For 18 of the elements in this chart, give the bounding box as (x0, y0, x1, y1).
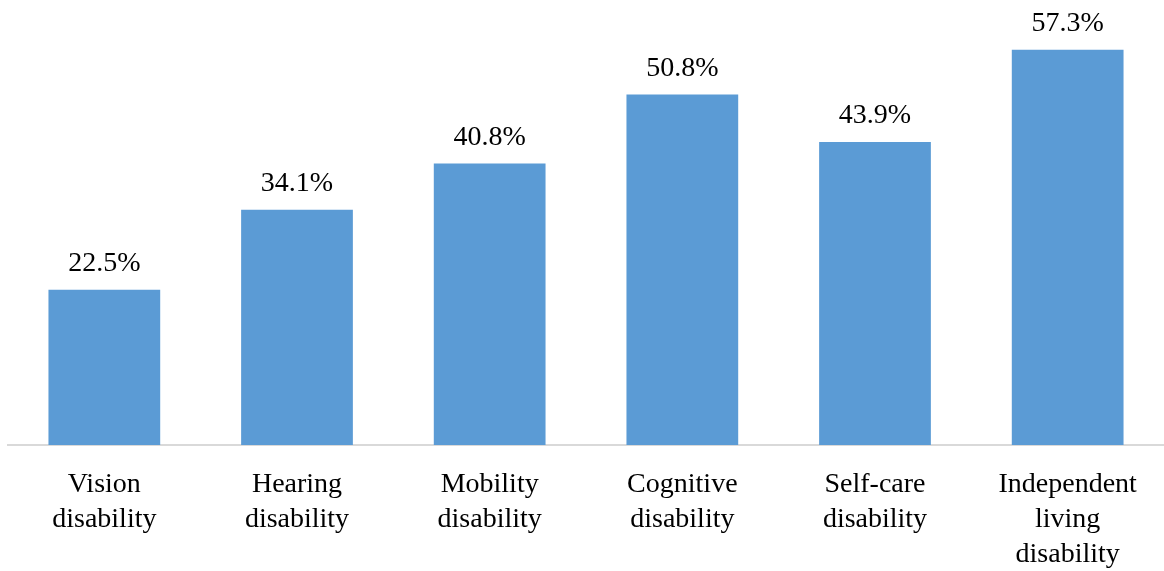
bar (819, 142, 931, 445)
bar (48, 289, 161, 445)
data-label: 34.1% (260, 166, 334, 198)
x-tick-label: Vision disability (52, 466, 157, 533)
data-label: 57.3% (1031, 5, 1104, 37)
data-label: 40.8% (453, 119, 526, 151)
x-tick-label: Mobility disability (437, 466, 542, 533)
x-tick-label: Cognitive disability (627, 466, 738, 533)
bar (433, 163, 546, 445)
x-tick-label: Hearing disability (244, 466, 350, 533)
data-label: 50.8% (646, 50, 719, 82)
data-label: 43.9% (838, 98, 912, 130)
data-label: 22.5% (68, 246, 141, 278)
bar (626, 94, 739, 445)
bar (241, 209, 353, 445)
x-tick-label: Independent living disability (998, 466, 1138, 568)
bar (1011, 49, 1124, 445)
x-tick-label: Self-care disability (822, 466, 928, 533)
